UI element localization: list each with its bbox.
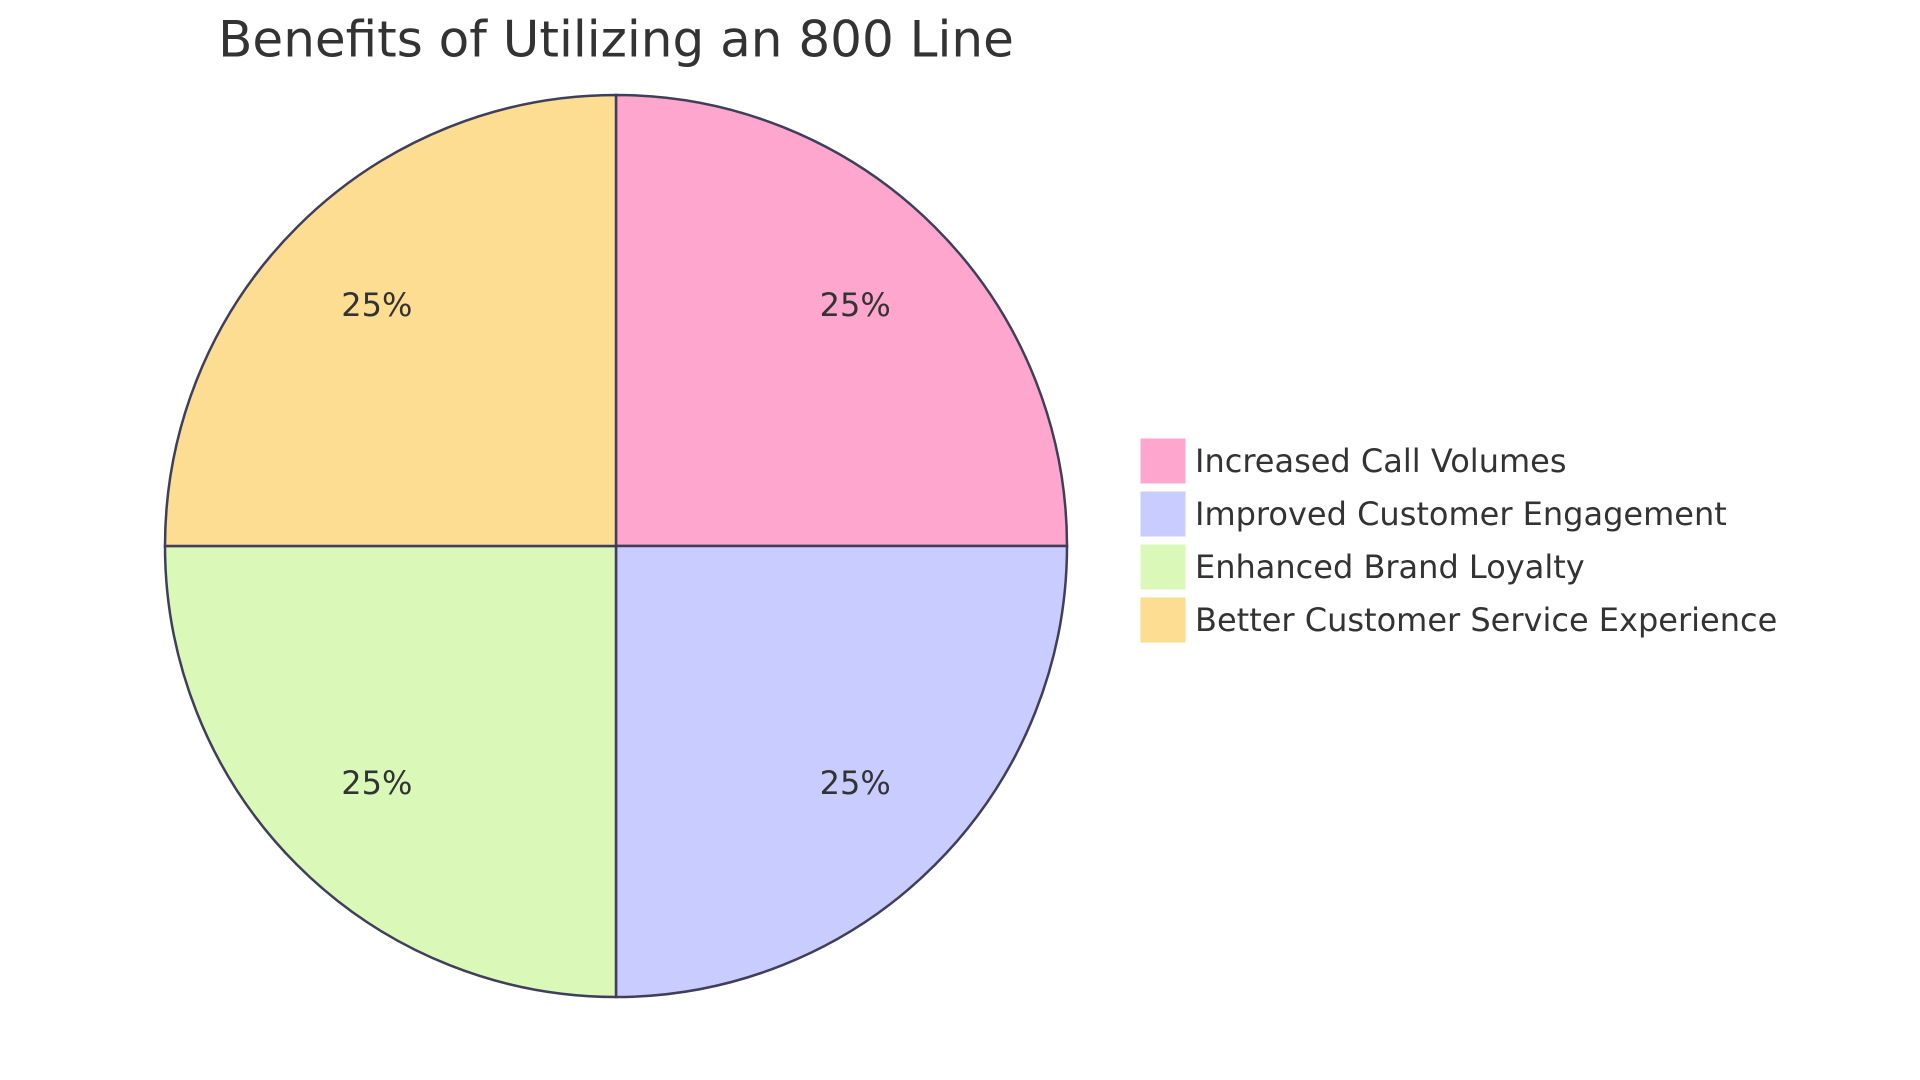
legend-swatch xyxy=(1139,543,1187,591)
legend-label: Improved Customer Engagement xyxy=(1195,495,1727,533)
slice-label: 25% xyxy=(341,286,412,324)
legend-swatch xyxy=(1139,490,1187,538)
legend-swatch xyxy=(1139,596,1187,644)
pie-slice xyxy=(614,544,1069,999)
pie: 25% 25% 25% 25% xyxy=(163,93,1069,999)
pie-slice xyxy=(163,544,618,999)
pie-slice xyxy=(614,93,1069,548)
slice-label: 25% xyxy=(820,286,891,324)
legend-label: Better Customer Service Experience xyxy=(1195,601,1777,639)
legend-swatch xyxy=(1139,437,1187,485)
chart-title: Benefits of Utilizing an 800 Line xyxy=(218,11,1014,69)
pie-slice xyxy=(163,93,618,548)
legend-label: Enhanced Brand Loyalty xyxy=(1195,548,1585,586)
slice-label: 25% xyxy=(341,764,412,802)
slice-label: 25% xyxy=(820,764,891,802)
legend: Increased Call Volumes Improved Customer … xyxy=(1139,437,1777,644)
legend-label: Increased Call Volumes xyxy=(1195,442,1567,480)
